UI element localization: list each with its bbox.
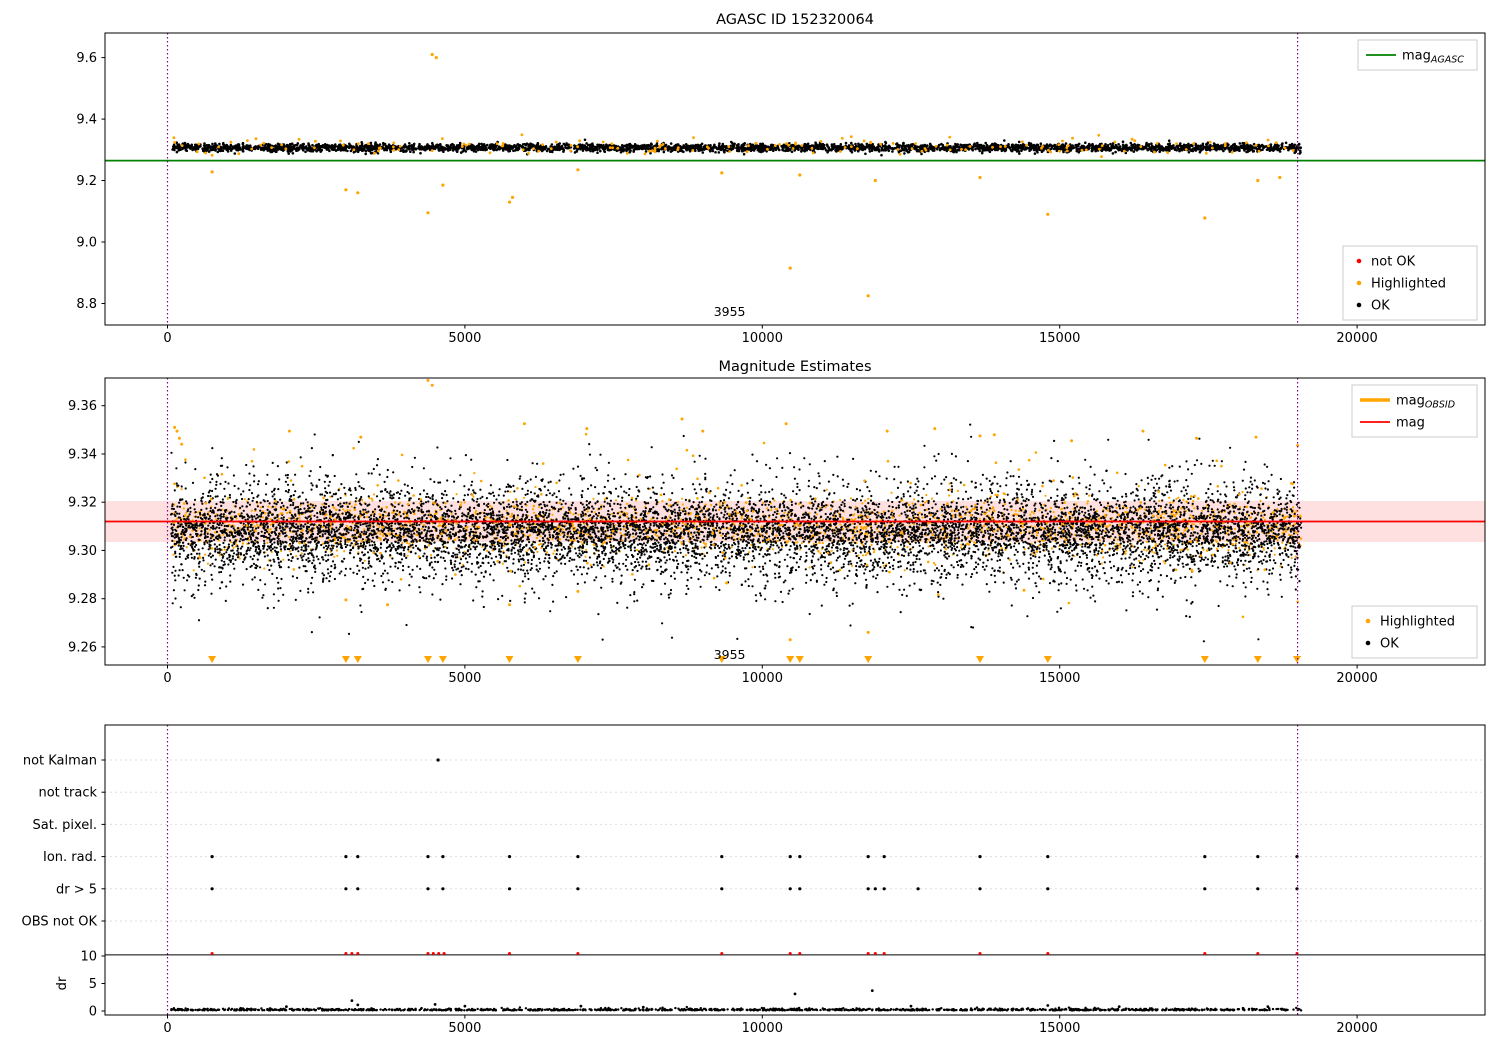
svg-text:10000: 10000: [742, 331, 783, 346]
chart-flags-dr: 0 5000 10000 15000 20000 not Kalman not track S…: [0, 700, 1500, 1050]
highlighted-points: [173, 378, 1300, 642]
dr-points: [170, 989, 1303, 1012]
chart2-title: Magnitude Estimates: [718, 359, 872, 375]
svg-text:9.0: 9.0: [76, 236, 97, 251]
legend-mag-agasc: magAGASC: [1357, 39, 1478, 71]
chart1-canvas: 3955 0 5000 10000 15000 20000 8.8 9.0 9.2 9.4 9.6 m…: [76, 32, 1486, 346]
chart-magnitudes-overview: AGASC ID 152320064 3955 0 5000 10000 15000 20…: [0, 0, 1500, 352]
svg-text:9.6: 9.6: [76, 51, 97, 66]
dr-clipped-points: [210, 952, 1299, 955]
clipped-low-markers: [208, 656, 1301, 663]
svg-text:20000: 20000: [1336, 331, 1377, 346]
highlighted-points: [172, 52, 1295, 298]
svg-text:8.8: 8.8: [76, 297, 97, 312]
svg-text:OK: OK: [1371, 299, 1390, 314]
axes-frame: 0 5000 10000 15000 20000 8.8 9.0 9.2 9.4 9.6: [76, 32, 1486, 346]
svg-text:not OK: not OK: [1371, 255, 1416, 270]
svg-text:Highlighted: Highlighted: [1371, 277, 1446, 292]
ok-points: [171, 138, 1302, 157]
svg-text:9.2: 9.2: [76, 174, 97, 189]
svg-text:9.4: 9.4: [76, 113, 97, 128]
ok-points: [169, 423, 1303, 643]
legend-point-types: not OK Highlighted OK: [1342, 245, 1478, 321]
obsid-annotation: 3955: [714, 647, 746, 662]
svg-text:15000: 15000: [1039, 331, 1080, 346]
axes-frame: 0 5000 10000 15000 200009.269.289.309.329.34…: [68, 377, 1486, 686]
svg-text:5000: 5000: [448, 331, 481, 346]
svg-text:0: 0: [163, 331, 171, 346]
chart-magnitude-estimates: Magnitude Estimates 3955 0 5000 10000 15000 2…: [0, 352, 1500, 700]
chart1-title: AGASC ID 152320064: [716, 12, 874, 28]
dr-axis-label: dr: [55, 976, 70, 990]
obsid-annotation: 3955: [714, 304, 746, 319]
